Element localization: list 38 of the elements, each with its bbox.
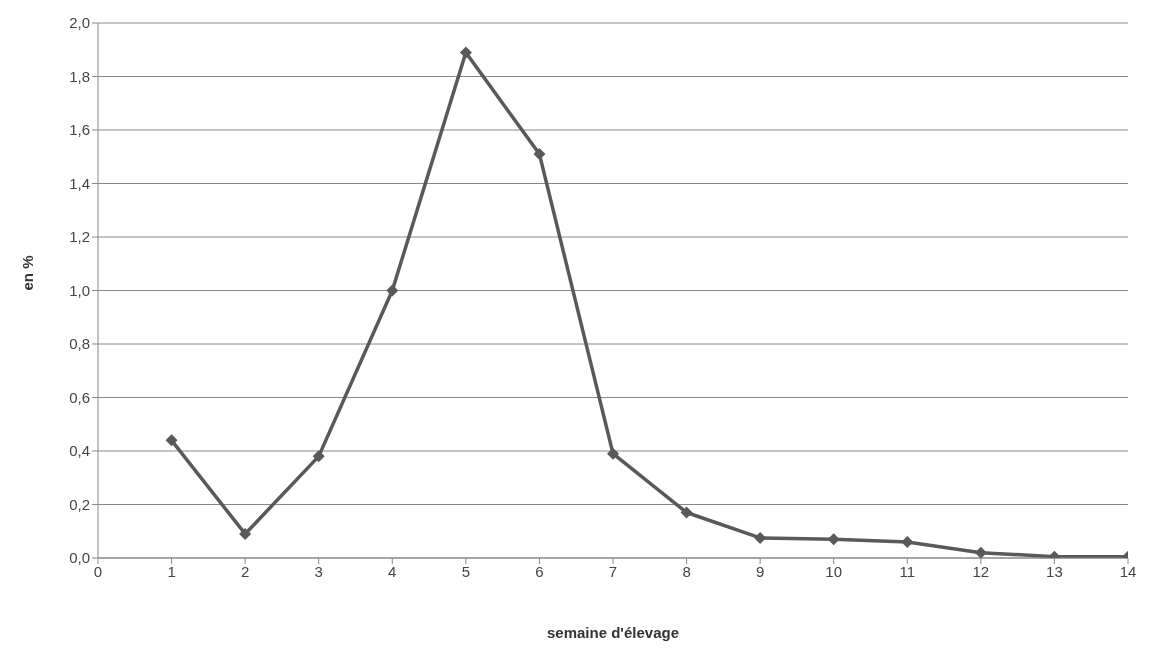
x-tick-label: 8 — [682, 562, 691, 580]
y-tick-label: 0,2 — [69, 495, 90, 513]
point — [607, 447, 619, 460]
y-tick-label: 1,6 — [69, 121, 90, 139]
point — [533, 148, 546, 161]
point — [459, 46, 472, 59]
point — [974, 546, 987, 558]
point — [312, 450, 325, 463]
point — [901, 535, 914, 548]
point — [386, 284, 399, 297]
y-tick-label: 1,2 — [69, 228, 90, 246]
x-tick-label: 2 — [240, 562, 250, 580]
x-tick-label: 0 — [93, 562, 103, 580]
x-axis-title: semaine d'élevage — [547, 624, 679, 641]
y-tick-label: 1,4 — [69, 174, 90, 192]
x-tick-label: 9 — [755, 562, 765, 580]
point — [239, 527, 252, 540]
x-tick-label: 14 — [1119, 562, 1137, 580]
x-tick-label: 6 — [535, 562, 544, 580]
y-tick-label: 0,8 — [69, 335, 90, 353]
x-tick-label: 3 — [314, 562, 323, 580]
x-tick-label: 1 — [167, 562, 176, 580]
y-tick-label: 0,0 — [69, 549, 90, 567]
x-tick-label: 5 — [461, 562, 471, 580]
point — [680, 506, 693, 519]
x-tick-label: 11 — [899, 562, 916, 580]
x-tick-label: 10 — [825, 562, 843, 580]
point — [165, 434, 178, 447]
y-axis-title: en % — [19, 255, 37, 291]
x-tick-label: 7 — [608, 562, 618, 580]
y-tick-label: 1,8 — [69, 67, 90, 85]
y-tick-label: 2,0 — [69, 14, 90, 32]
x-tick-label: 4 — [388, 562, 397, 580]
y-tick-label: 0,4 — [69, 442, 90, 460]
y-tick-label: 1,0 — [69, 281, 90, 299]
x-tick-label: 12 — [972, 562, 990, 580]
y-tick-label: 0,6 — [69, 388, 90, 406]
x-tick-label: 13 — [1046, 562, 1063, 580]
